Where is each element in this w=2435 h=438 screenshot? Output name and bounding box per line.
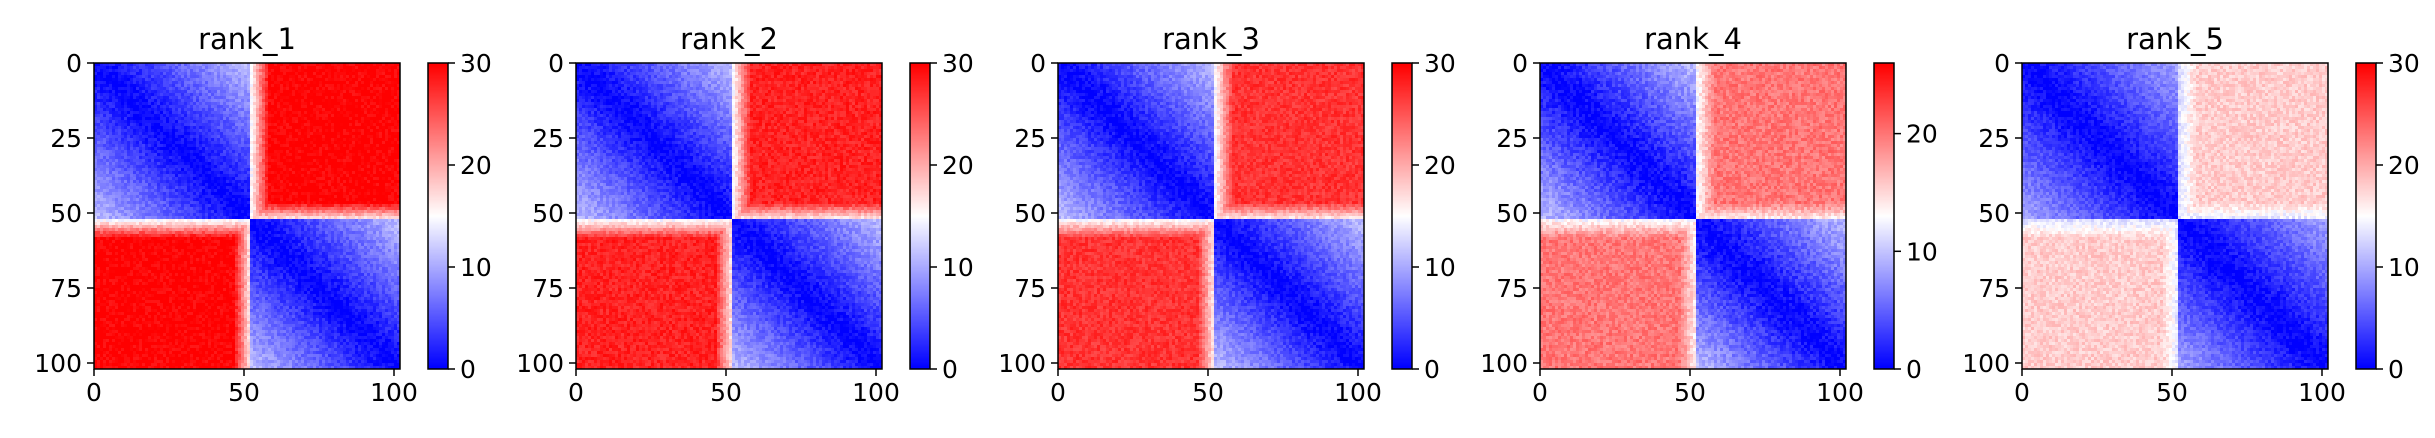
y-tick-label: 50: [532, 199, 564, 228]
heatmap-title: rank_1: [198, 22, 296, 56]
x-tick-label: 0: [1532, 378, 1548, 407]
colorbar-gradient: [910, 63, 930, 369]
colorbar-tick-label: 20: [1906, 120, 1938, 149]
heatmap-cells: [1540, 63, 1846, 369]
y-tick-label: 0: [1512, 49, 1528, 78]
heatmap-frame: [575, 62, 883, 370]
heatmap-frame: [1057, 62, 1365, 370]
y-tick-label: 0: [1030, 49, 1046, 78]
colorbar-tick-label: 20: [2388, 151, 2420, 180]
x-tick-label: 100: [852, 378, 900, 407]
y-tick-label: 50: [1978, 199, 2010, 228]
heatmap-cells: [576, 63, 882, 369]
x-tick-label: 50: [2156, 378, 2188, 407]
x-tick-label: 0: [1050, 378, 1066, 407]
colorbar-tick-label: 20: [1424, 151, 1456, 180]
y-tick-label: 100: [1480, 349, 1528, 378]
x-tick-label: 100: [1334, 378, 1382, 407]
y-tick-label: 100: [516, 349, 564, 378]
y-tick-label: 50: [1496, 199, 1528, 228]
colorbar-tick-label: 30: [1424, 49, 1456, 78]
colorbar-tick-label: 30: [942, 49, 974, 78]
x-tick-label: 100: [370, 378, 418, 407]
colorbar-tick-label: 0: [942, 355, 958, 384]
x-tick-label: 50: [1192, 378, 1224, 407]
colorbar-tick-label: 10: [460, 253, 492, 282]
y-tick-label: 50: [50, 199, 82, 228]
y-tick-label: 75: [532, 274, 564, 303]
x-tick-label: 0: [86, 378, 102, 407]
heatmap-title: rank_4: [1644, 22, 1742, 56]
y-tick-label: 25: [1014, 124, 1046, 153]
y-tick-label: 25: [50, 124, 82, 153]
colorbar-tick-label: 0: [1906, 355, 1922, 384]
colorbar-tick-label: 0: [1424, 355, 1440, 384]
colorbar-gradient: [1874, 63, 1894, 369]
colorbar-tick-label: 20: [942, 151, 974, 180]
y-tick-label: 25: [532, 124, 564, 153]
heatmap-cells: [1058, 63, 1364, 369]
y-tick-label: 50: [1014, 199, 1046, 228]
heatmap-frame: [93, 62, 401, 370]
colorbar-frame: [427, 62, 449, 370]
colorbar-tick-label: 10: [942, 253, 974, 282]
heatmap-cells: [2022, 63, 2328, 369]
y-tick-label: 25: [1496, 124, 1528, 153]
colorbar-tick-label: 10: [1906, 237, 1938, 266]
y-tick-label: 25: [1978, 124, 2010, 153]
colorbar-tick-label: 10: [1424, 253, 1456, 282]
heatmap-cells: [94, 63, 400, 369]
x-tick-label: 0: [568, 378, 584, 407]
heatmap-frame: [2021, 62, 2329, 370]
y-tick-label: 100: [998, 349, 1046, 378]
colorbar-tick-label: 30: [460, 49, 492, 78]
x-tick-label: 50: [1674, 378, 1706, 407]
colorbar-tick-label: 0: [2388, 355, 2404, 384]
y-tick-label: 100: [1962, 349, 2010, 378]
colorbar-tick-label: 0: [460, 355, 476, 384]
y-tick-label: 75: [1496, 274, 1528, 303]
colorbar-frame: [909, 62, 931, 370]
x-tick-label: 100: [1816, 378, 1864, 407]
y-tick-label: 75: [1978, 274, 2010, 303]
y-tick-label: 100: [34, 349, 82, 378]
colorbar-tick-label: 30: [2388, 49, 2420, 78]
heatmap-title: rank_5: [2126, 22, 2224, 56]
x-tick-label: 0: [2014, 378, 2030, 407]
heatmap-frame: [1539, 62, 1847, 370]
colorbar-gradient: [2356, 63, 2376, 369]
y-tick-label: 0: [1994, 49, 2010, 78]
colorbar-tick-label: 20: [460, 151, 492, 180]
colorbar-frame: [2355, 62, 2377, 370]
colorbar-frame: [1391, 62, 1413, 370]
y-tick-label: 75: [1014, 274, 1046, 303]
colorbar-tick-label: 10: [2388, 253, 2420, 282]
heatmap-title: rank_2: [680, 22, 778, 56]
colorbar-gradient: [1392, 63, 1412, 369]
y-tick-label: 75: [50, 274, 82, 303]
y-tick-label: 0: [548, 49, 564, 78]
y-tick-label: 0: [66, 49, 82, 78]
x-tick-label: 50: [710, 378, 742, 407]
x-tick-label: 50: [228, 378, 260, 407]
colorbar-gradient: [428, 63, 448, 369]
x-tick-label: 100: [2298, 378, 2346, 407]
heatmap-title: rank_3: [1162, 22, 1260, 56]
colorbar-frame: [1873, 62, 1895, 370]
